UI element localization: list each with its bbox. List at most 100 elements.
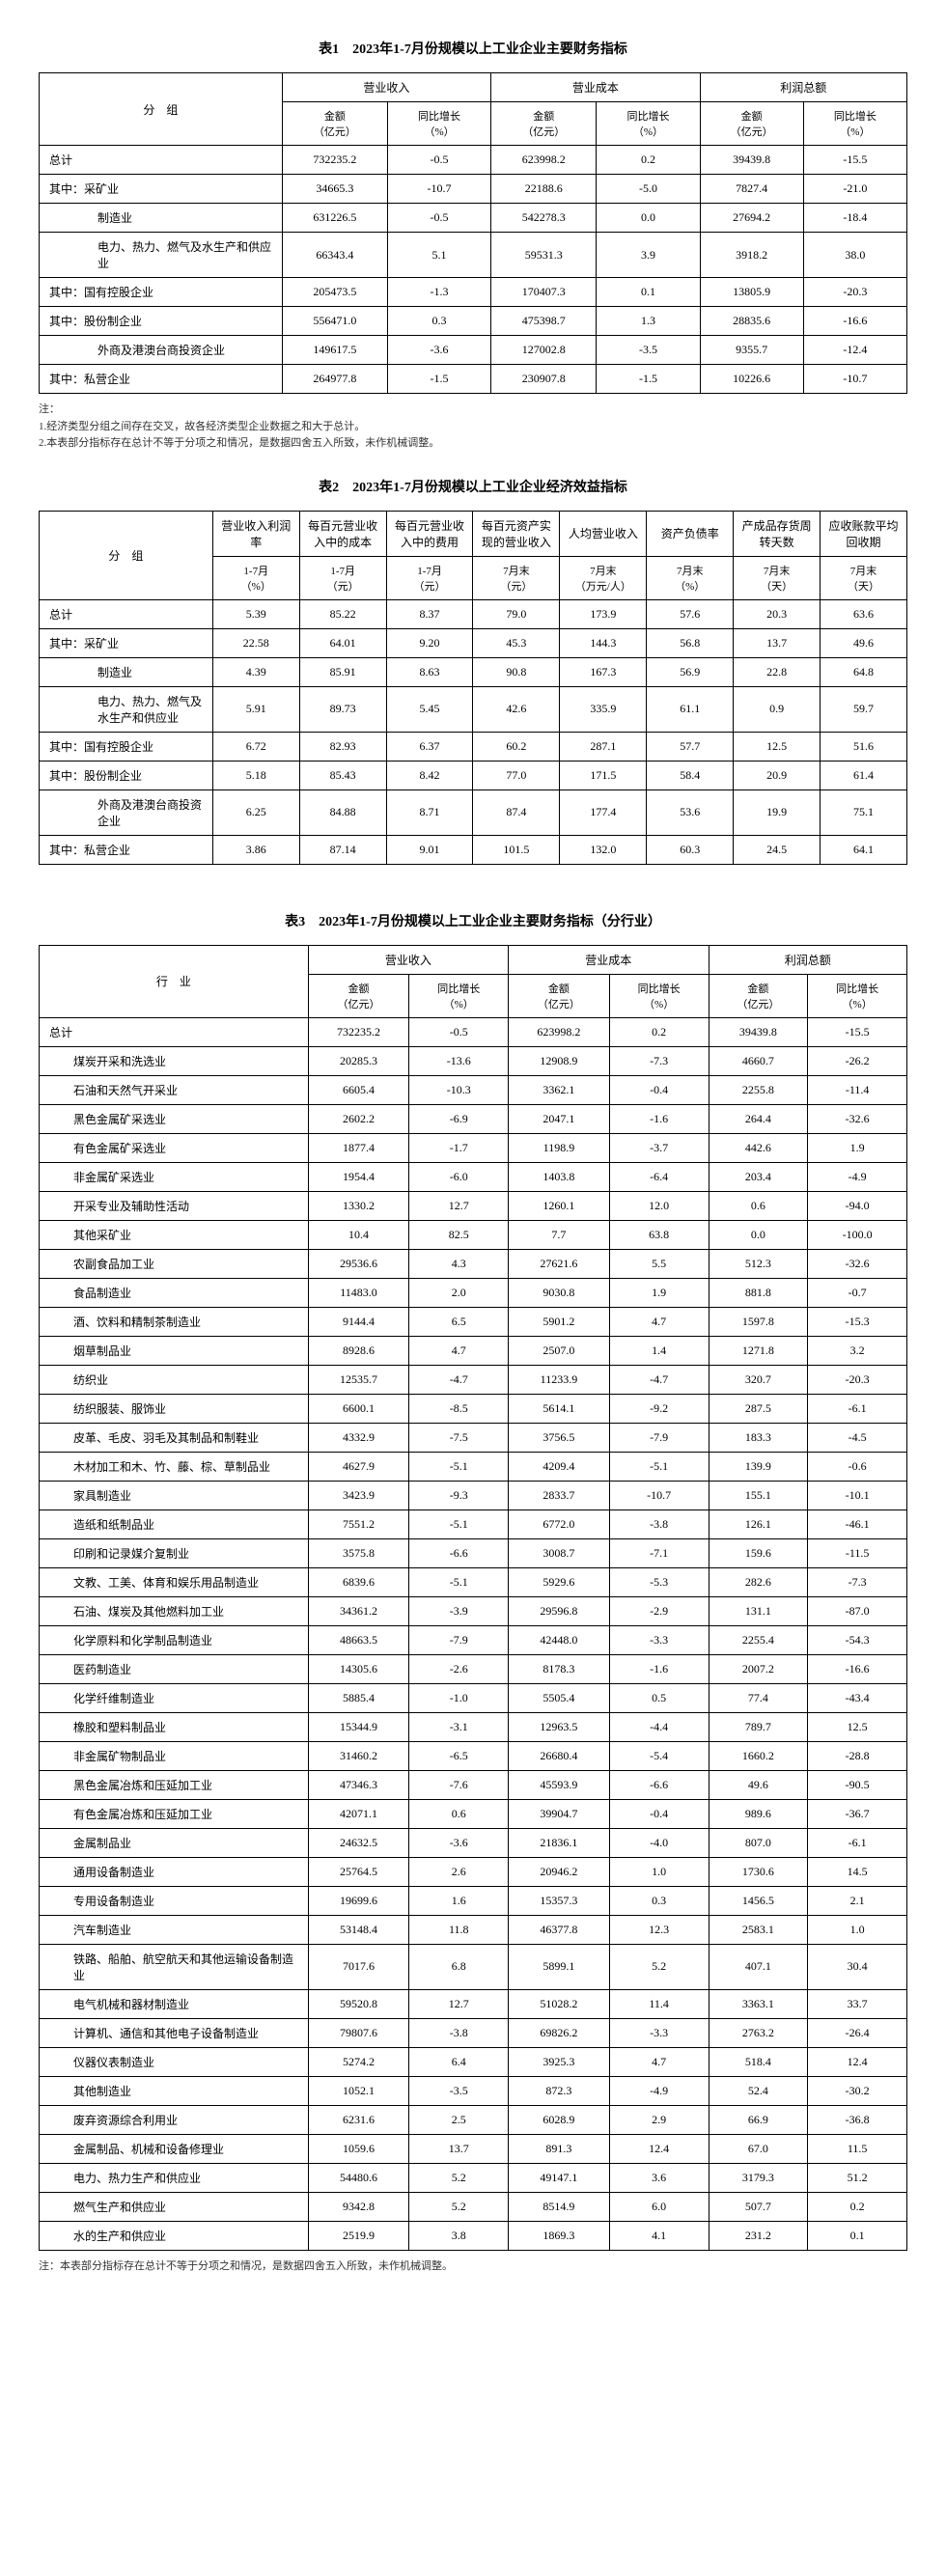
cell: 77.4 <box>709 1683 808 1712</box>
cell: -11.4 <box>808 1075 907 1104</box>
cell: 3756.5 <box>509 1423 610 1452</box>
cell: 3918.2 <box>700 233 803 278</box>
cell: 1456.5 <box>709 1886 808 1915</box>
cell: -13.6 <box>409 1046 509 1075</box>
cell: 1330.2 <box>308 1191 409 1220</box>
table-row: 外商及港澳台商投资企业149617.5-3.6127002.8-3.59355.… <box>40 336 907 365</box>
cell: 5274.2 <box>308 2047 409 2076</box>
cell: 1.3 <box>597 307 700 336</box>
cell: 52.4 <box>709 2076 808 2105</box>
cell: -3.6 <box>387 336 490 365</box>
cell: 21836.1 <box>509 1828 610 1857</box>
cell: -100.0 <box>808 1220 907 1249</box>
cell: 282.6 <box>709 1567 808 1596</box>
t2-subcol: 1-7月 （元） <box>386 556 473 599</box>
cell: -5.3 <box>609 1567 709 1596</box>
cell: 1.4 <box>609 1336 709 1365</box>
cell: 61.4 <box>821 761 907 789</box>
cell: 8.42 <box>386 761 473 789</box>
cell: 5.1 <box>387 233 490 278</box>
cell: -15.3 <box>808 1307 907 1336</box>
cell: 3423.9 <box>308 1481 409 1510</box>
row-label: 其中：国有控股企业 <box>40 278 283 307</box>
row-label: 总计 <box>40 599 213 628</box>
cell: -7.9 <box>609 1423 709 1452</box>
row-label: 金属制品业 <box>40 1828 309 1857</box>
cell: 8514.9 <box>509 2192 610 2221</box>
cell: 45593.9 <box>509 1770 610 1799</box>
cell: -54.3 <box>808 1625 907 1654</box>
cell: -36.8 <box>808 2105 907 2134</box>
cell: 264.4 <box>709 1104 808 1133</box>
table3-footnote: 注：本表部分指标存在总计不等于分项之和情况，是数据四舍五入所致，未作机械调整。 <box>39 2258 907 2276</box>
cell: -10.7 <box>609 1481 709 1510</box>
cell: 5.45 <box>386 686 473 732</box>
cell: 0.0 <box>709 1220 808 1249</box>
cell: 69826.2 <box>509 2018 610 2047</box>
table-row: 纺织业12535.7-4.711233.9-4.7320.7-20.3 <box>40 1365 907 1394</box>
cell: 15344.9 <box>308 1712 409 1741</box>
row-label: 文教、工美、体育和娱乐用品制造业 <box>40 1567 309 1596</box>
cell: 5.18 <box>212 761 299 789</box>
cell: 12535.7 <box>308 1365 409 1394</box>
table-row: 其中：采矿业22.5864.019.2045.3144.356.813.749.… <box>40 628 907 657</box>
table-row: 其中：私营企业264977.8-1.5230907.8-1.510226.6-1… <box>40 365 907 394</box>
cell: 1.9 <box>609 1278 709 1307</box>
cell: 20.9 <box>734 761 821 789</box>
cell: 12.5 <box>734 732 821 761</box>
cell: 126.1 <box>709 1510 808 1538</box>
cell: -1.5 <box>387 365 490 394</box>
cell: 3363.1 <box>709 1989 808 2018</box>
table-row: 非金属矿物制品业31460.2-6.526680.4-5.41660.2-28.… <box>40 1741 907 1770</box>
cell: 54480.6 <box>308 2163 409 2192</box>
t3-cg0: 营业收入 <box>308 945 508 974</box>
cell: 1869.3 <box>509 2221 610 2250</box>
cell: 4627.9 <box>308 1452 409 1481</box>
table-row: 其中：采矿业34665.3-10.722188.6-5.07827.4-21.0 <box>40 175 907 204</box>
cell: 33.7 <box>808 1989 907 2018</box>
table1-title: 表1 2023年1-7月份规模以上工业企业主要财务指标 <box>39 39 907 58</box>
cell: 5505.4 <box>509 1683 610 1712</box>
cell: -7.6 <box>409 1770 509 1799</box>
t2-subcol: 1-7月 （元） <box>299 556 386 599</box>
cell: 5.91 <box>212 686 299 732</box>
table1: 分 组 营业收入 营业成本 利润总额 金额 （亿元）同比增长 （%）金额 （亿元… <box>39 72 907 394</box>
cell: 264977.8 <box>282 365 387 394</box>
row-label: 制造业 <box>40 204 283 233</box>
cell: 1271.8 <box>709 1336 808 1365</box>
row-label: 其中：股份制企业 <box>40 761 213 789</box>
row-label: 橡胶和塑料制品业 <box>40 1712 309 1741</box>
cell: 42071.1 <box>308 1799 409 1828</box>
table-row: 电气机械和器材制造业59520.812.751028.211.43363.133… <box>40 1989 907 2018</box>
cell: 77.0 <box>473 761 560 789</box>
t3-subcol: 金额 （亿元） <box>709 974 808 1017</box>
cell: 631226.5 <box>282 204 387 233</box>
cell: -15.5 <box>803 146 906 175</box>
cell: -3.3 <box>609 2018 709 2047</box>
table2-title: 表2 2023年1-7月份规模以上工业企业经济效益指标 <box>39 477 907 496</box>
cell: 320.7 <box>709 1365 808 1394</box>
cell: -7.1 <box>609 1538 709 1567</box>
cell: 1260.1 <box>509 1191 610 1220</box>
cell: 203.4 <box>709 1162 808 1191</box>
cell: 1.9 <box>808 1133 907 1162</box>
table-row: 水的生产和供应业2519.93.81869.34.1231.20.1 <box>40 2221 907 2250</box>
cell: 63.8 <box>609 1220 709 1249</box>
table-row: 非金属矿采选业1954.4-6.01403.8-6.4203.4-4.9 <box>40 1162 907 1191</box>
row-label: 外商及港澳台商投资企业 <box>40 789 213 835</box>
table1-footnote: 注： 1.经济类型分组之间存在交叉，故各经济类型企业数据之和大于总计。 2.本表… <box>39 402 907 453</box>
cell: 13.7 <box>734 628 821 657</box>
cell: 4.39 <box>212 657 299 686</box>
cell: 5.2 <box>409 2163 509 2192</box>
cell: 4209.4 <box>509 1452 610 1481</box>
cell: 872.3 <box>509 2076 610 2105</box>
cell: 3008.7 <box>509 1538 610 1567</box>
table-row: 其中：股份制企业5.1885.438.4277.0171.558.420.961… <box>40 761 907 789</box>
cell: 0.6 <box>709 1191 808 1220</box>
cell: 11483.0 <box>308 1278 409 1307</box>
cell: 64.8 <box>821 657 907 686</box>
row-label: 水的生产和供应业 <box>40 2221 309 2250</box>
cell: 8.37 <box>386 599 473 628</box>
t2-col: 每百元资产实现的营业收入 <box>473 511 560 556</box>
t1-cg0: 营业收入 <box>282 73 490 102</box>
